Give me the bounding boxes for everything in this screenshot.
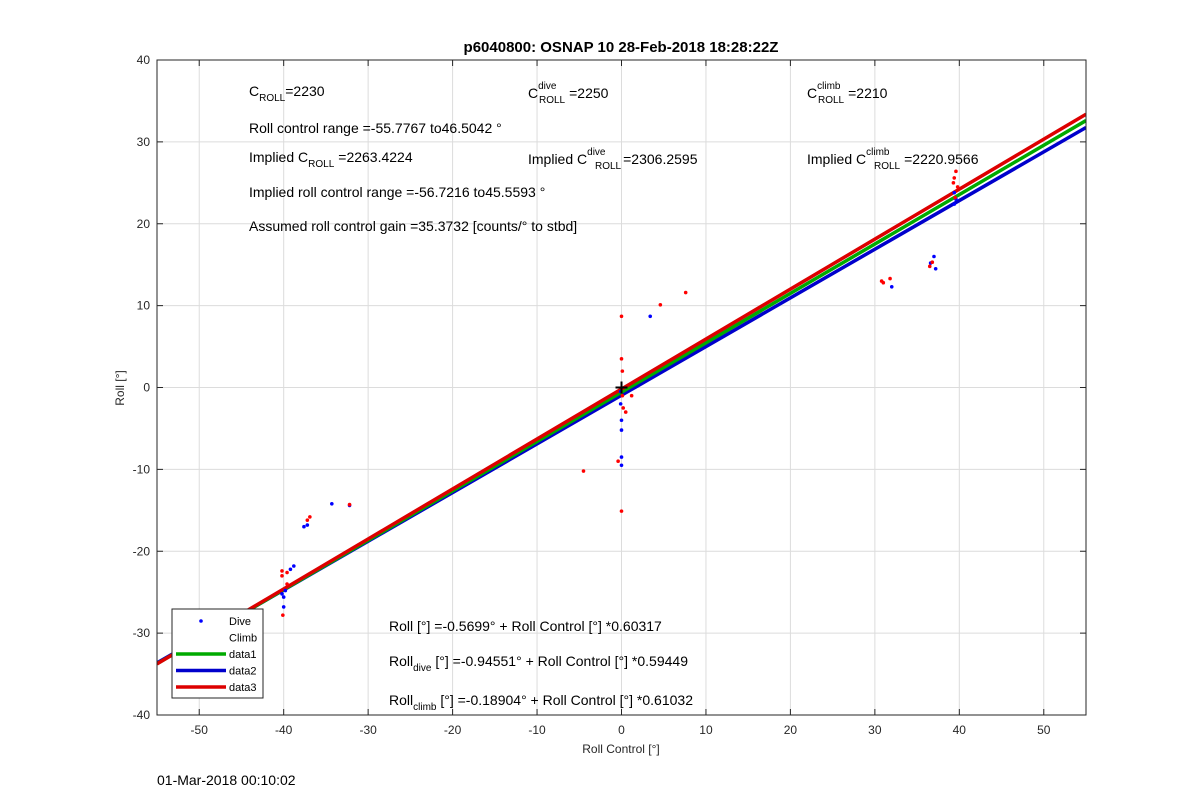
x-tick-label: 20 — [784, 723, 798, 737]
implied-c-roll-climb-annotation: Implied Cclimb ROLL =2220.9566 — [807, 147, 979, 172]
legend-label-data1: data1 — [229, 649, 257, 661]
x-tick-label: -30 — [359, 723, 377, 737]
climb-point — [881, 280, 886, 285]
fit-dive-annotation: Rolldive [°] =-0.94551° + Roll Control [… — [389, 653, 688, 674]
chart-title: p6040800: OSNAP 10 28-Feb-2018 18:28:22Z — [464, 39, 779, 56]
climb-point — [619, 357, 624, 361]
dive-point — [619, 463, 624, 468]
y-tick-label: 30 — [137, 135, 151, 149]
climb-point — [581, 469, 586, 473]
x-tick-label: -40 — [275, 723, 293, 737]
dive-point — [952, 190, 957, 195]
y-axis-ticks: -40 -30 -20 -10 0 10 20 30 40 — [133, 53, 1086, 722]
climb-point — [888, 276, 892, 281]
y-tick-label: 10 — [137, 299, 151, 313]
climb-point — [305, 518, 310, 522]
x-tick-label: 40 — [953, 723, 967, 737]
gain-annotation: Assumed roll control gain =35.3732 [coun… — [249, 218, 577, 234]
climb-point — [623, 410, 628, 414]
climb-point — [280, 569, 284, 573]
climb-point — [616, 459, 620, 463]
climb-point — [620, 369, 625, 373]
climb-point — [308, 515, 312, 519]
dive-point — [619, 455, 624, 459]
dive-point — [281, 595, 286, 599]
climb-point — [953, 195, 957, 200]
climb-point — [347, 502, 352, 507]
legend-label-dive: Dive — [229, 616, 251, 628]
y-tick-label: 40 — [137, 53, 151, 67]
dive-point — [292, 564, 296, 568]
implied-range-annotation: Implied roll control range =-56.7216 to4… — [249, 184, 545, 200]
c-roll-climb-annotation: Cclimb ROLL =2210 — [807, 81, 888, 106]
dive-point — [280, 592, 284, 596]
climb-point — [621, 406, 625, 410]
climb-point — [619, 509, 624, 513]
dive-point — [618, 402, 623, 406]
x-tick-label: -10 — [528, 723, 546, 737]
y-tick-label: -20 — [133, 544, 151, 558]
timestamp-footer: 01-Mar-2018 00:10:02 — [157, 772, 296, 788]
legend-label-climb: Climb — [229, 633, 257, 645]
dive-point — [889, 284, 894, 289]
dive-point — [619, 428, 624, 432]
legend: Dive Climb data1 data2 data3 — [171, 608, 264, 699]
dive-point — [330, 501, 334, 506]
climb-point — [952, 176, 957, 180]
y-tick-label: 20 — [137, 217, 151, 231]
legend-label-data3: data3 — [229, 682, 257, 694]
origin-marker — [615, 381, 628, 394]
y-axis-label: Roll [°] — [113, 370, 127, 405]
climb-point — [658, 303, 663, 307]
legend-marker-dive — [199, 619, 203, 623]
dive-point — [952, 202, 957, 206]
dive-point — [305, 523, 310, 527]
dive-point — [619, 418, 624, 423]
c-roll-annotation: CROLL=2230 — [249, 83, 325, 104]
climb-point — [629, 393, 634, 398]
fit-all-annotation: Roll [°] =-0.5699° + Roll Control [°] *0… — [389, 618, 662, 634]
climb-point — [280, 574, 284, 578]
implied-c-roll-annotation: Implied CROLL =2263.4224 — [249, 149, 413, 170]
climb-point — [930, 260, 935, 265]
dive-point — [302, 524, 306, 529]
climb-point — [683, 290, 688, 295]
x-tick-label: 0 — [618, 723, 625, 737]
dive-point — [288, 567, 293, 572]
climb-point — [285, 582, 289, 586]
dive-point — [281, 605, 286, 609]
climb-point — [951, 181, 956, 185]
x-tick-label: 50 — [1037, 723, 1051, 737]
fit-climb-annotation: Rollclimb [°] =-0.18904° + Roll Control … — [389, 692, 693, 713]
x-tick-label: -50 — [191, 723, 209, 737]
x-tick-label: 10 — [699, 723, 713, 737]
dive-point — [932, 254, 936, 259]
y-tick-label: -40 — [133, 708, 151, 722]
x-axis-ticks: -50 -40 -30 -20 -10 0 10 20 30 40 50 — [191, 60, 1051, 737]
legend-label-data2: data2 — [229, 666, 257, 678]
climb-point — [619, 314, 624, 319]
annotations: CROLL=2230 Cdive ROLL =2250 Cclimb ROLL =221… — [249, 81, 979, 713]
climb-point — [285, 570, 289, 575]
y-tick-label: -10 — [133, 462, 151, 476]
climb-point — [954, 169, 958, 174]
implied-c-roll-dive-annotation: Implied Cdive ROLL =2306.2595 — [528, 147, 698, 172]
axes-box — [156, 59, 1087, 716]
climb-point — [620, 393, 625, 398]
dive-point — [648, 314, 653, 319]
climb-point — [955, 185, 960, 189]
x-tick-label: -20 — [444, 723, 462, 737]
dive-point — [933, 266, 938, 271]
climb-point — [927, 264, 932, 269]
roll-range-annotation: Roll control range =-55.7767 to46.5042 ° — [249, 120, 502, 136]
climb-point — [281, 613, 285, 617]
c-roll-dive-annotation: Cdive ROLL =2250 — [528, 81, 609, 106]
x-axis-label: Roll Control [°] — [582, 742, 660, 756]
y-tick-label: 0 — [143, 381, 150, 395]
x-tick-label: 30 — [868, 723, 882, 737]
y-tick-label: -30 — [133, 626, 151, 640]
dive-point — [283, 588, 288, 593]
